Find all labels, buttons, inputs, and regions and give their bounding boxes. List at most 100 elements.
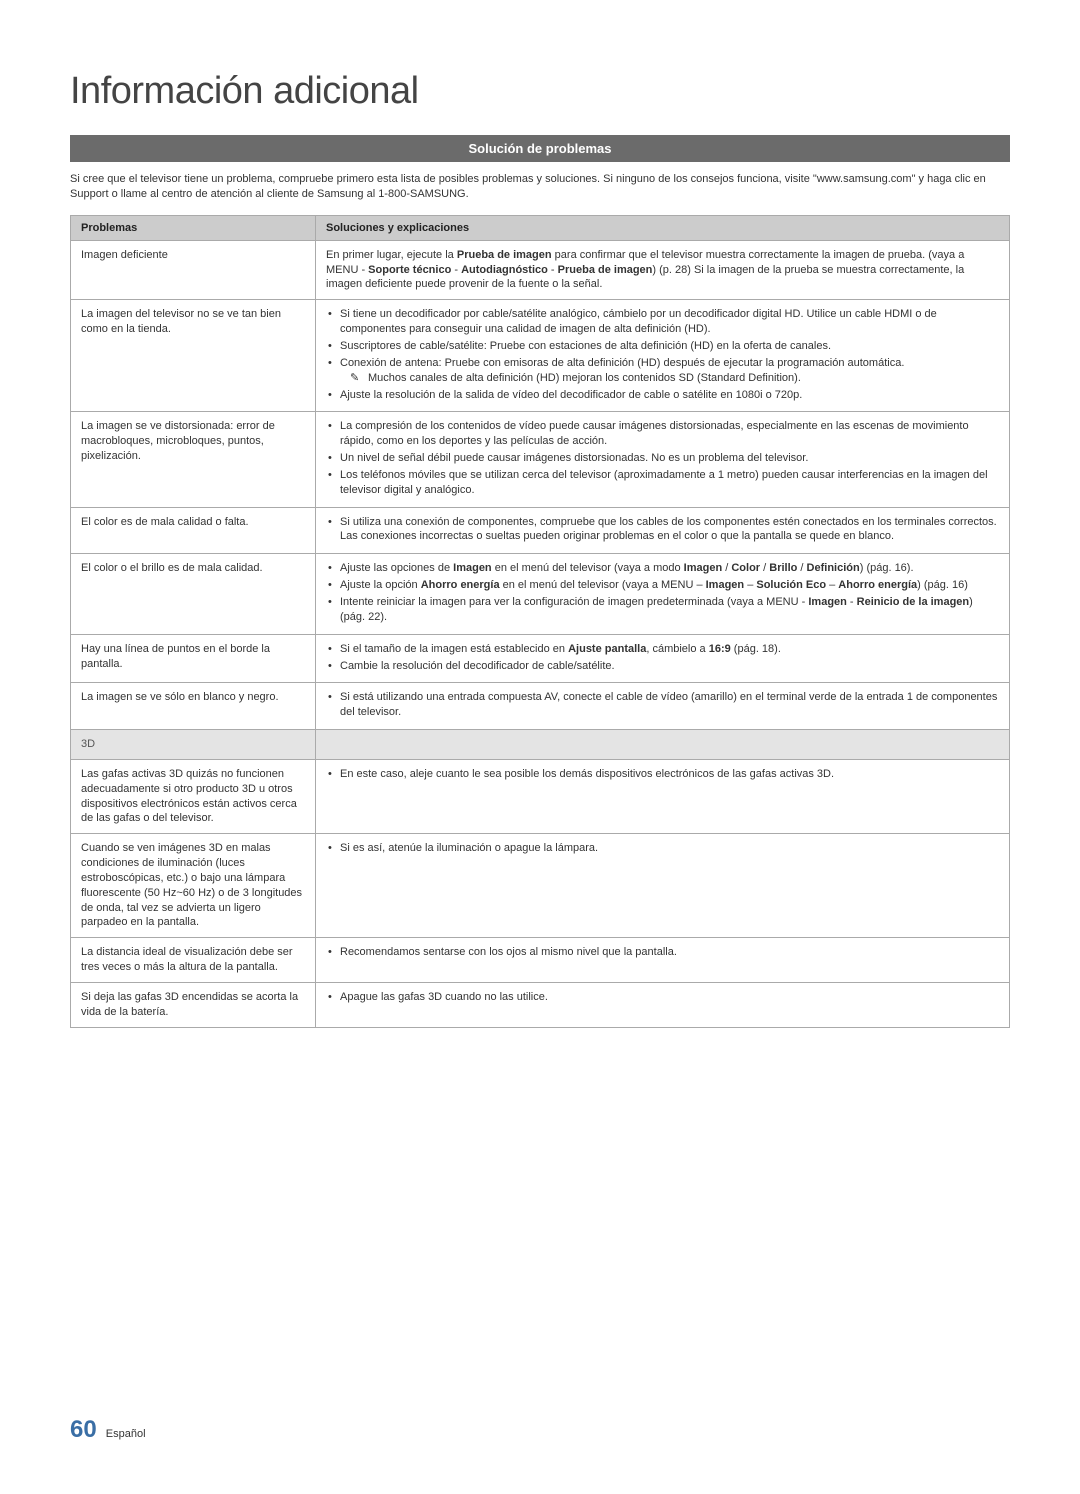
text: Reinicio de la imagen [857, 596, 969, 608]
text: Prueba de imagen [558, 264, 653, 276]
text: Imagen [808, 596, 847, 608]
text: Prueba de imagen [457, 249, 552, 261]
problem-cell: Si deja las gafas 3D encendidas se acort… [71, 983, 316, 1028]
table-row: La distancia ideal de visualización debe… [71, 938, 1010, 983]
col-header-solutions: Soluciones y explicaciones [316, 215, 1010, 240]
list-item: Suscriptores de cable/satélite: Pruebe c… [326, 339, 999, 354]
section-empty [316, 730, 1010, 760]
solution-cell: Si utiliza una conexión de componentes, … [316, 507, 1010, 554]
list-item: Un nivel de señal débil puede causar imá… [326, 451, 999, 466]
problem-cell: La imagen se ve distorsionada: error de … [71, 412, 316, 507]
text: – [826, 579, 838, 591]
solution-cell: Si es así, atenúe la iluminación o apagu… [316, 834, 1010, 938]
troubleshooting-table: Problemas Soluciones y explicaciones Ima… [70, 215, 1010, 1028]
text: En primer lugar, ejecute la [326, 249, 457, 261]
list-item: Cambie la resolución del decodificador d… [326, 659, 999, 674]
text: Intente reiniciar la imagen para ver la … [340, 596, 808, 608]
list-item: Si utiliza una conexión de componentes, … [326, 515, 999, 545]
list-item: Apague las gafas 3D cuando no las utilic… [326, 990, 999, 1005]
list-item: Si tiene un decodificador por cable/saté… [326, 307, 999, 337]
text: Ahorro energía [838, 579, 917, 591]
problem-cell: El color es de mala calidad o falta. [71, 507, 316, 554]
text: Autodiagnóstico [461, 264, 548, 276]
list-item: Si está utilizando una entrada compuesta… [326, 690, 999, 720]
solution-cell: Recomendamos sentarse con los ojos al mi… [316, 938, 1010, 983]
problem-cell: El color o el brillo es de mala calidad. [71, 554, 316, 634]
table-row: Hay una línea de puntos en el borde la p… [71, 634, 1010, 683]
text: , cámbielo a [646, 643, 708, 655]
problem-cell: La imagen se ve sólo en blanco y negro. [71, 683, 316, 730]
intro-text: Si cree que el televisor tiene un proble… [70, 172, 1010, 203]
text: (pág. 18). [731, 643, 781, 655]
text: Soporte técnico [368, 264, 451, 276]
list-item: Ajuste las opciones de Imagen en el menú… [326, 561, 999, 576]
table-row: El color o el brillo es de mala calidad.… [71, 554, 1010, 634]
problem-cell: Las gafas activas 3D quizás no funcionen… [71, 759, 316, 833]
list-item: Si es así, atenúe la iluminación o apagu… [326, 841, 999, 856]
table-row: Las gafas activas 3D quizás no funcionen… [71, 759, 1010, 833]
problem-cell: La distancia ideal de visualización debe… [71, 938, 316, 983]
solution-cell: Ajuste las opciones de Imagen en el menú… [316, 554, 1010, 634]
table-row: La imagen se ve distorsionada: error de … [71, 412, 1010, 507]
text: Ajuste la opción [340, 579, 421, 591]
text: Solución Eco [756, 579, 826, 591]
list-item: Si el tamaño de la imagen está estableci… [326, 642, 999, 657]
list-item: Los teléfonos móviles que se utilizan ce… [326, 468, 999, 498]
text: ) (pág. 16). [860, 562, 914, 574]
note-line: Muchos canales de alta definición (HD) m… [340, 371, 999, 386]
text: Imagen [453, 562, 492, 574]
text: Brillo [769, 562, 797, 574]
text: - [548, 264, 558, 276]
section-header: Solución de problemas [70, 135, 1010, 162]
text: Definición [807, 562, 860, 574]
table-row: Si deja las gafas 3D encendidas se acort… [71, 983, 1010, 1028]
page-title: Información adicional [70, 70, 1010, 113]
text: - [451, 264, 461, 276]
table-row: La imagen se ve sólo en blanco y negro. … [71, 683, 1010, 730]
solution-cell: Apague las gafas 3D cuando no las utilic… [316, 983, 1010, 1028]
text: – [744, 579, 756, 591]
list-item: Intente reiniciar la imagen para ver la … [326, 595, 999, 625]
text: Ajuste pantalla [568, 643, 646, 655]
text: Color [731, 562, 760, 574]
problem-cell: Hay una línea de puntos en el borde la p… [71, 634, 316, 683]
section-label: 3D [71, 730, 316, 760]
list-item: Recomendamos sentarse con los ojos al mi… [326, 945, 999, 960]
table-row: El color es de mala calidad o falta. Si … [71, 507, 1010, 554]
page-number: 60 [70, 1416, 97, 1443]
table-row: La imagen del televisor no se ve tan bie… [71, 300, 1010, 412]
text: Imagen [684, 562, 723, 574]
text: en el menú del televisor (vaya a MENU – [500, 579, 706, 591]
problem-cell: La imagen del televisor no se ve tan bie… [71, 300, 316, 412]
page-footer: 60 Español [70, 1416, 146, 1444]
col-header-problems: Problemas [71, 215, 316, 240]
solution-cell: Si el tamaño de la imagen está estableci… [316, 634, 1010, 683]
text: Conexión de antena: Pruebe con emisoras … [340, 357, 904, 369]
list-item: Ajuste la opción Ahorro energía en el me… [326, 578, 999, 593]
text: Ajuste las opciones de [340, 562, 453, 574]
list-item: La compresión de los contenidos de vídeo… [326, 419, 999, 449]
list-item: Conexión de antena: Pruebe con emisoras … [326, 356, 999, 386]
solution-cell: Si tiene un decodificador por cable/saté… [316, 300, 1010, 412]
text: / [760, 562, 769, 574]
table-header-row: Problemas Soluciones y explicaciones [71, 215, 1010, 240]
text: ) (pág. 16) [917, 579, 968, 591]
text: - [847, 596, 857, 608]
table-row: Cuando se ven imágenes 3D en malas condi… [71, 834, 1010, 938]
solution-cell: En primer lugar, ejecute la Prueba de im… [316, 240, 1010, 300]
text: en el menú del televisor (vaya a modo [492, 562, 684, 574]
solution-cell: En este caso, aleje cuanto le sea posibl… [316, 759, 1010, 833]
footer-lang: Español [106, 1428, 146, 1440]
solution-cell: Si está utilizando una entrada compuesta… [316, 683, 1010, 730]
text: Imagen [706, 579, 745, 591]
text: 16:9 [709, 643, 731, 655]
text: Si el tamaño de la imagen está estableci… [340, 643, 568, 655]
text: Ahorro energía [421, 579, 500, 591]
table-row: Imagen deficiente En primer lugar, ejecu… [71, 240, 1010, 300]
problem-cell: Cuando se ven imágenes 3D en malas condi… [71, 834, 316, 938]
section-row-3d: 3D [71, 730, 1010, 760]
text: / [797, 562, 806, 574]
list-item: Ajuste la resolución de la salida de víd… [326, 388, 999, 403]
text: / [722, 562, 731, 574]
list-item: En este caso, aleje cuanto le sea posibl… [326, 767, 999, 782]
